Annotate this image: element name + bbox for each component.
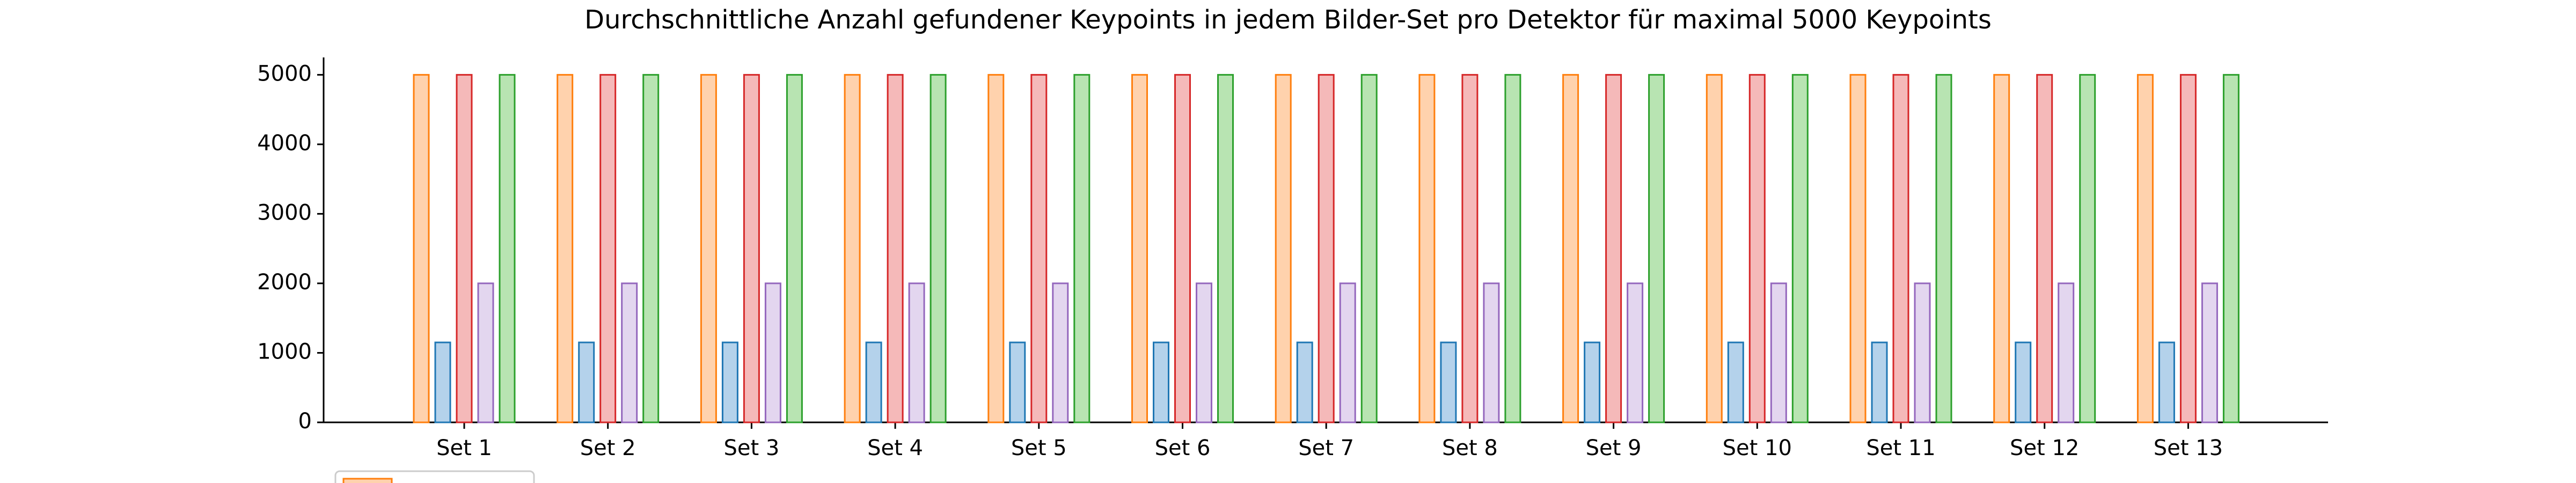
bar xyxy=(2079,74,2096,423)
x-tick-label: Set 10 xyxy=(1723,436,1792,460)
bar xyxy=(700,74,717,423)
bar xyxy=(1461,74,1479,423)
bar xyxy=(477,282,494,423)
bar xyxy=(1627,282,1644,423)
bar xyxy=(1791,74,1809,423)
x-tick-label: Set 11 xyxy=(1866,436,1935,460)
bar xyxy=(1914,282,1931,423)
bar xyxy=(599,74,617,423)
bar xyxy=(1275,74,1292,423)
y-tick-label: 5000 xyxy=(257,61,312,86)
x-tick-label: Set 12 xyxy=(2010,436,2079,460)
bar xyxy=(1296,341,1313,423)
bar xyxy=(642,74,660,423)
bar xyxy=(1892,74,1909,423)
bar xyxy=(743,74,760,423)
bar xyxy=(1770,282,1787,423)
bar xyxy=(1504,74,1521,423)
bar xyxy=(1706,74,1723,423)
x-tick-label: Set 7 xyxy=(1298,436,1354,460)
bar xyxy=(1009,341,1026,423)
bar xyxy=(1483,282,1500,423)
bar xyxy=(1030,74,1048,423)
y-tick-label: 4000 xyxy=(257,131,312,156)
bar xyxy=(1605,74,1622,423)
bar xyxy=(721,341,738,423)
bar xyxy=(1131,74,1148,423)
x-tick-label: Set 4 xyxy=(867,436,923,460)
y-tick-label: 1000 xyxy=(257,339,312,364)
bar xyxy=(2222,74,2240,423)
bar xyxy=(499,74,516,423)
bar xyxy=(413,74,430,423)
bar xyxy=(621,282,638,423)
bar xyxy=(1318,74,1335,423)
bar xyxy=(557,74,574,423)
bar xyxy=(1073,74,1091,423)
bar xyxy=(2058,282,2075,423)
x-tick-label: Set 9 xyxy=(1586,436,1642,460)
bar xyxy=(1052,282,1069,423)
bar xyxy=(1748,74,1766,423)
bar xyxy=(887,74,904,423)
bar xyxy=(1935,74,1952,423)
x-tick-label: Set 6 xyxy=(1155,436,1211,460)
bar xyxy=(1174,74,1191,423)
bar xyxy=(2158,341,2175,423)
bar xyxy=(1360,74,1378,423)
y-tick-label: 0 xyxy=(298,409,312,434)
bar xyxy=(1153,341,1169,423)
bar xyxy=(2201,282,2218,423)
bar xyxy=(434,341,451,423)
bar xyxy=(2036,74,2053,423)
bar xyxy=(764,282,781,423)
bar xyxy=(1849,74,1867,423)
bar xyxy=(1993,74,2010,423)
bar xyxy=(865,341,882,423)
bar xyxy=(930,74,947,423)
bar xyxy=(1727,341,1744,423)
bar xyxy=(1648,74,1665,423)
bar xyxy=(2015,341,2032,423)
legend-swatch xyxy=(342,478,393,483)
bar xyxy=(2136,74,2154,423)
x-tick-label: Set 2 xyxy=(580,436,636,460)
bar xyxy=(1871,341,1888,423)
y-tick-label: 2000 xyxy=(257,270,312,295)
bar xyxy=(1217,74,1234,423)
bar xyxy=(987,74,1005,423)
bar xyxy=(1196,282,1212,423)
x-tick-label: Set 5 xyxy=(1011,436,1067,460)
bar xyxy=(844,74,861,423)
bar xyxy=(908,282,925,423)
bar xyxy=(1584,341,1601,423)
x-tick-label: Set 8 xyxy=(1442,436,1498,460)
bar xyxy=(1440,341,1457,423)
bar xyxy=(1418,74,1436,423)
bar xyxy=(786,74,803,423)
bar xyxy=(456,74,473,423)
x-tick-label: Set 13 xyxy=(2154,436,2223,460)
y-tick-label: 3000 xyxy=(257,200,312,225)
chart-title: Durchschnittliche Anzahl gefundener Keyp… xyxy=(584,5,1992,35)
x-tick-label: Set 1 xyxy=(436,436,492,460)
bar xyxy=(578,341,595,423)
x-tick-label: Set 3 xyxy=(723,436,779,460)
bar xyxy=(1562,74,1579,423)
bar xyxy=(1339,282,1356,423)
bar xyxy=(2179,74,2197,423)
